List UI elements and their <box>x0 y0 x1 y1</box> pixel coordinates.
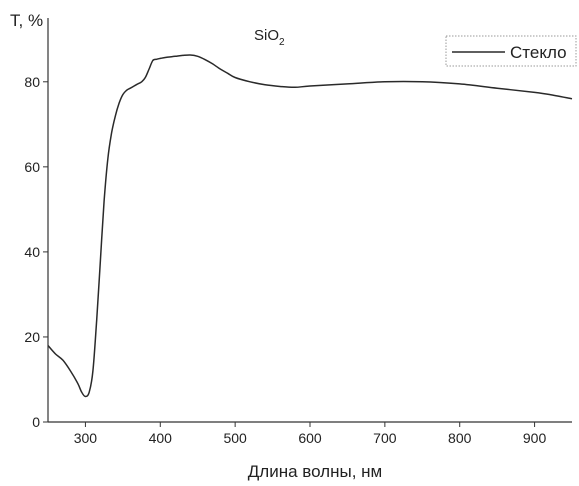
y-tick-label-0: 0 <box>32 414 40 430</box>
legend-frame <box>445 35 577 67</box>
y-axis-title: T, % <box>10 11 43 30</box>
legend-label-steklo: Стекло <box>510 43 567 62</box>
chart-title: SiO2 <box>254 27 285 48</box>
legend: Стекло <box>445 35 577 67</box>
y-tick-label-40: 40 <box>24 244 40 260</box>
x-axis-title: Длина волны, нм <box>248 462 382 481</box>
y-tick-label-60: 60 <box>24 159 40 175</box>
ticks: 300 400 500 600 700 800 900 0 20 40 60 80 <box>24 74 546 446</box>
chart-title-main: SiO <box>254 27 279 44</box>
x-tick-label-900: 900 <box>523 430 547 446</box>
x-tick-label-300: 300 <box>74 430 98 446</box>
x-tick-label-600: 600 <box>298 430 322 446</box>
chart-title-subscript: 2 <box>279 37 285 48</box>
x-tick-label-400: 400 <box>149 430 173 446</box>
series-line-0 <box>47 54 573 398</box>
x-tick-label-500: 500 <box>223 430 247 446</box>
plot-area <box>47 54 573 398</box>
x-tick-label-700: 700 <box>373 430 397 446</box>
x-tick-label-800: 800 <box>448 430 472 446</box>
y-tick-label-80: 80 <box>24 74 40 90</box>
y-tick-label-20: 20 <box>24 329 40 345</box>
axes <box>47 18 572 423</box>
